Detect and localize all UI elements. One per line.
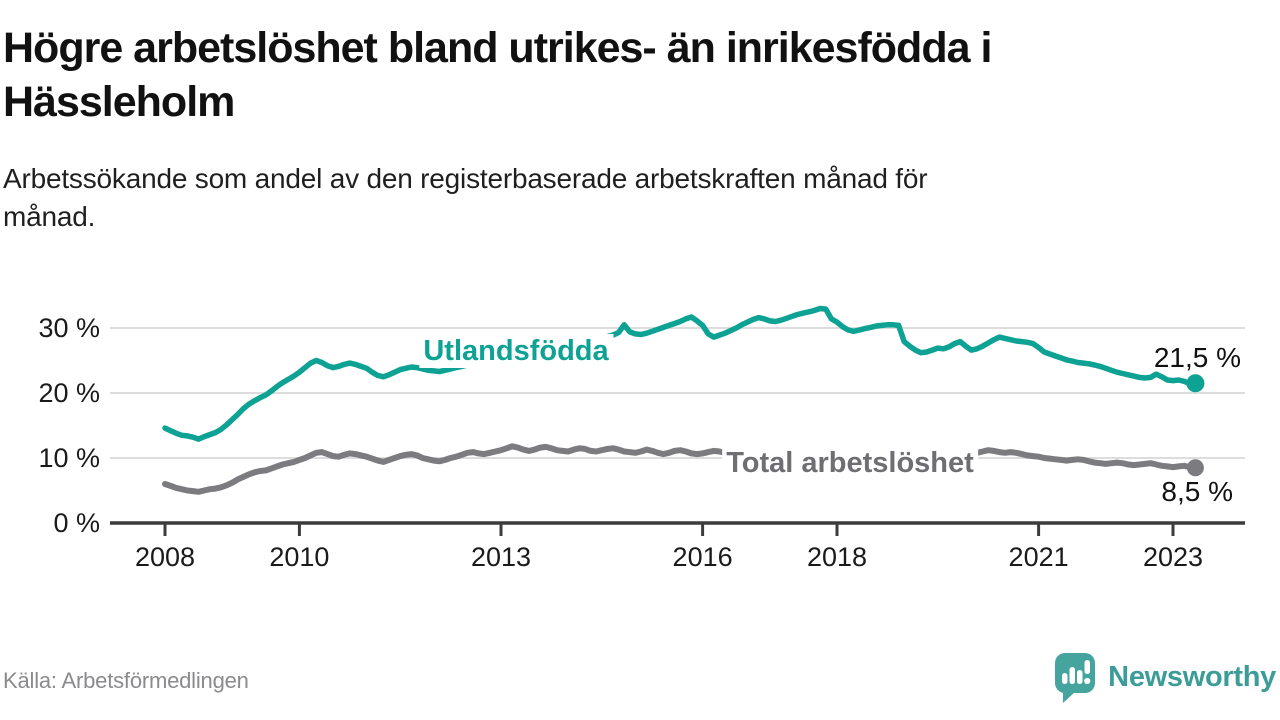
newsworthy-wordmark: Newsworthy [1108, 660, 1276, 693]
end-value-label-utlandsfodda: 21,5 % [1154, 342, 1241, 373]
end-value-label-total: 8,5 % [1161, 476, 1233, 507]
x-axis-label-2008: 2008 [135, 542, 195, 572]
x-axis-label-2016: 2016 [673, 542, 733, 572]
series-label-bg-total [722, 446, 979, 480]
series-label-bg-utlandsfodda [419, 334, 614, 368]
y-axis-label-0: 0 % [53, 508, 100, 538]
x-axis-label-2018: 2018 [807, 542, 867, 572]
newsworthy-logo[interactable]: Newsworthy [1052, 650, 1276, 704]
x-axis-label-2010: 2010 [269, 542, 329, 572]
series-label-utlandsfodda: Utlandsfödda [423, 335, 609, 367]
end-dot-total [1186, 459, 1204, 477]
newsworthy-bubble-icon [1055, 653, 1096, 703]
series-label-total: Total arbetslöshet [726, 447, 974, 479]
y-axis-label-20: 20 % [38, 378, 100, 408]
chart-line-utlandsfodda [162, 305, 1199, 442]
chart-line-total [162, 443, 1199, 495]
y-axis-label-10: 10 % [38, 443, 100, 473]
title-line-1: Högre arbetslöshet bland utrikes- än inr… [3, 24, 992, 72]
x-axis-label-2021: 2021 [1009, 542, 1069, 572]
end-dot-utlandsfodda [1186, 374, 1205, 393]
y-axis-label-30: 30 % [38, 313, 100, 343]
x-axis-label-2013: 2013 [471, 542, 531, 572]
unemployment-line-chart: 0 % 10 % 20 % 30 % 2008 2010 2013 2016 2018 2021 2… [38, 305, 1245, 572]
page-subtitle: Arbetssökande som andel av den registerb… [3, 160, 1203, 236]
page-title: Högre arbetslöshet bland utrikes- än inr… [3, 22, 1273, 130]
source-text: Källa: Arbetsförmedlingen [3, 668, 249, 693]
subtitle-line-2: månad. [3, 200, 96, 232]
subtitle-line-1: Arbetssökande som andel av den registerb… [3, 163, 928, 194]
title-line-2: Hässleholm [3, 77, 235, 126]
x-axis-label-2023: 2023 [1143, 542, 1203, 572]
